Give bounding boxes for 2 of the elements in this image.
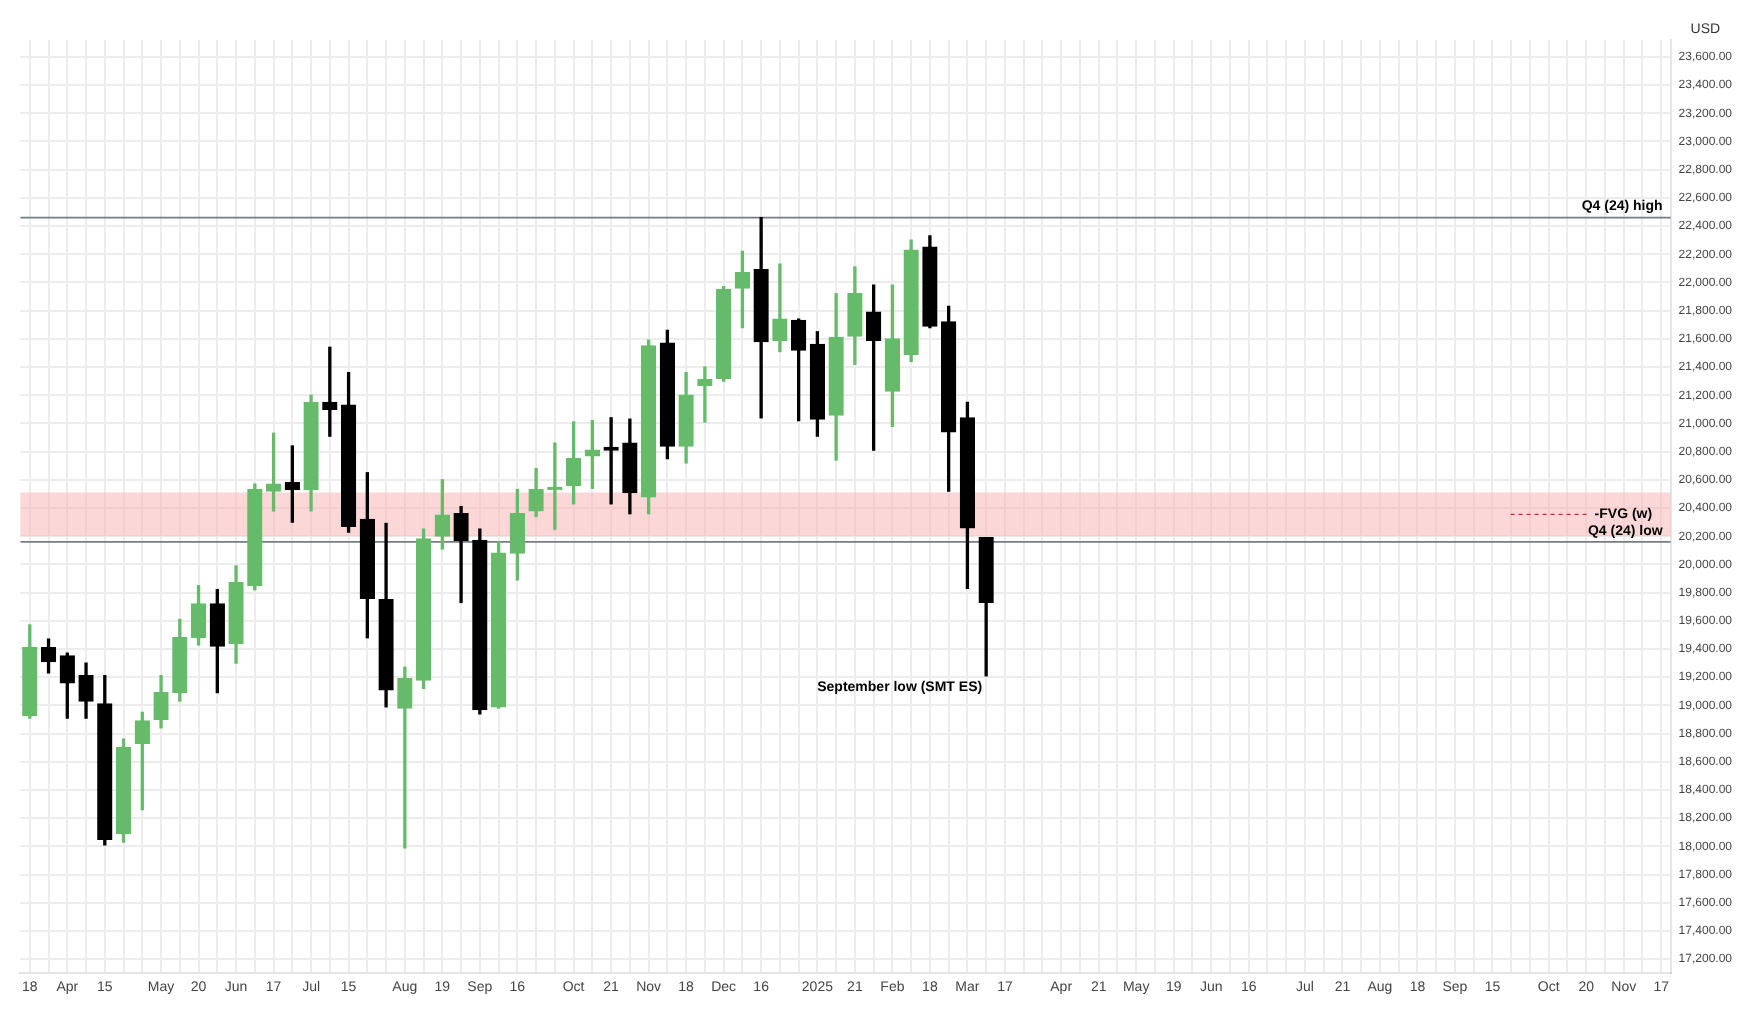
candlestick [697,366,713,423]
candlestick [603,417,619,505]
